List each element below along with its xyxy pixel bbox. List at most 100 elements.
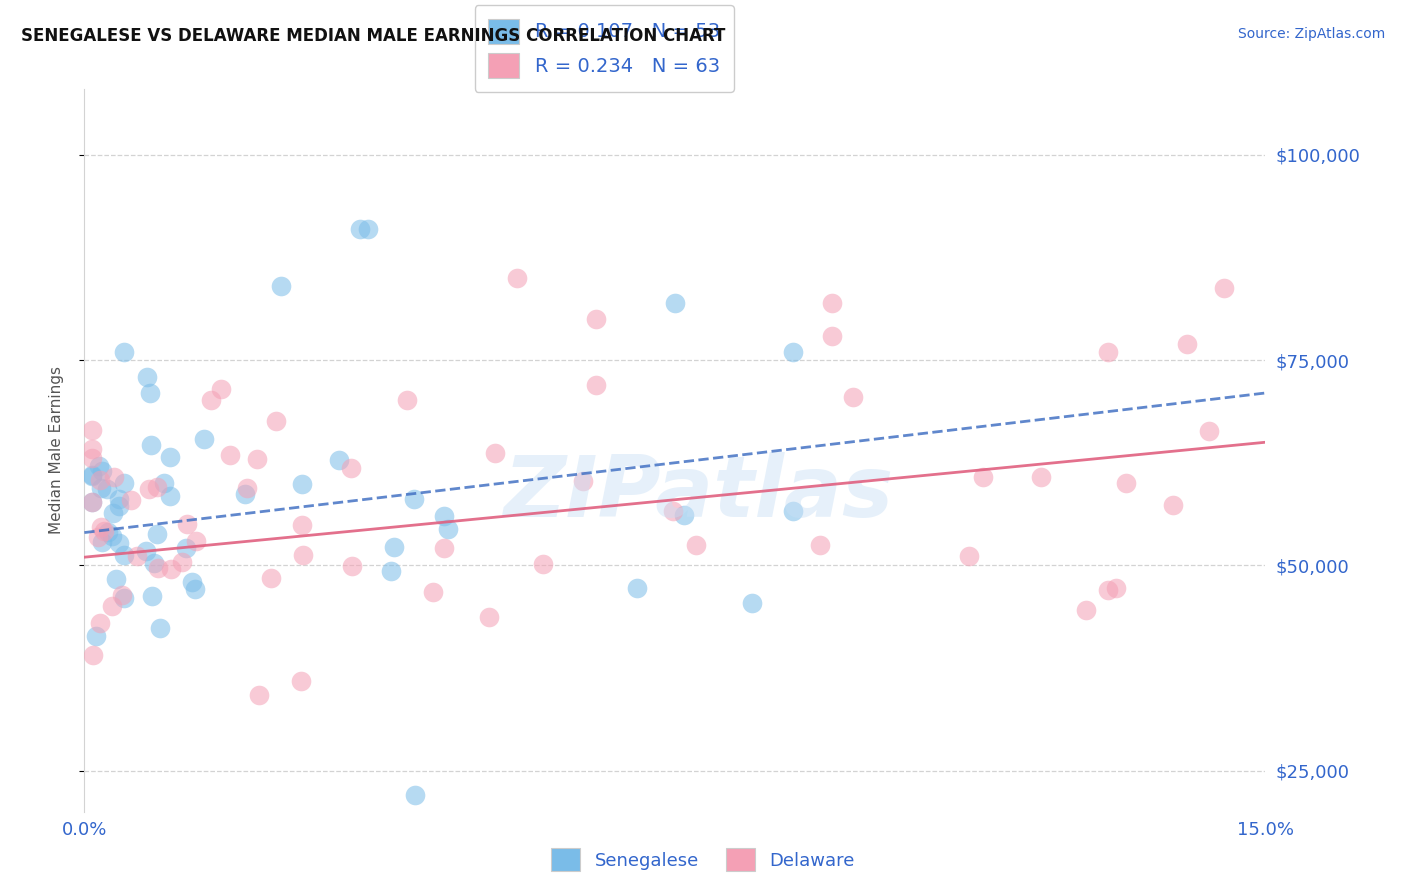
Point [782, 504, 804, 518]
Point [259, 571, 281, 585]
Point [108, 500, 131, 514]
Point [1074, 603, 1097, 617]
Point [236, 481, 259, 495]
Point [1198, 424, 1220, 438]
Point [90, 519, 112, 533]
Point [103, 470, 125, 484]
Point [181, 574, 204, 589]
Point [436, 522, 458, 536]
Point [193, 432, 215, 446]
Point [184, 582, 207, 596]
Text: Source: ZipAtlas.com: Source: ZipAtlas.com [1237, 27, 1385, 41]
Point [82, 423, 104, 437]
Point [433, 541, 456, 555]
Point [159, 450, 181, 464]
Point [135, 543, 157, 558]
Point [672, 508, 695, 523]
Point [340, 461, 363, 475]
Point [112, 591, 135, 606]
Point [247, 688, 270, 702]
Point [291, 477, 314, 491]
Point [111, 588, 134, 602]
Point [82, 468, 104, 483]
Point [1029, 470, 1052, 484]
Point [82, 468, 104, 483]
Point [531, 557, 554, 571]
Point [291, 518, 314, 533]
Point [821, 328, 844, 343]
Point [101, 529, 124, 543]
Point [292, 549, 315, 563]
Point [404, 789, 426, 803]
Point [89, 473, 111, 487]
Point [82, 495, 104, 509]
Point [160, 562, 183, 576]
Point [141, 589, 163, 603]
Point [506, 271, 529, 285]
Point [186, 533, 208, 548]
Point [290, 674, 312, 689]
Point [585, 312, 607, 326]
Point [97, 524, 120, 539]
Point [264, 414, 287, 428]
Point [91, 535, 114, 549]
Text: ZIPatlas: ZIPatlas [503, 452, 894, 535]
Point [484, 445, 506, 459]
Point [1104, 581, 1126, 595]
Point [143, 557, 166, 571]
Point [82, 648, 104, 662]
Point [741, 596, 763, 610]
Point [153, 476, 176, 491]
Point [357, 221, 380, 235]
Point [84, 629, 107, 643]
Point [108, 536, 131, 550]
Point [136, 369, 159, 384]
Text: SENEGALESE VS DELAWARE MEDIAN MALE EARNINGS CORRELATION CHART: SENEGALESE VS DELAWARE MEDIAN MALE EARNI… [21, 27, 725, 45]
Point [1213, 281, 1236, 295]
Point [89, 481, 111, 495]
Point [139, 386, 162, 401]
Point [149, 621, 172, 635]
Point [821, 295, 844, 310]
Point [87, 459, 110, 474]
Point [159, 489, 181, 503]
Point [96, 483, 118, 497]
Point [395, 393, 418, 408]
Point [1161, 498, 1184, 512]
Point [664, 295, 686, 310]
Point [782, 345, 804, 359]
Point [402, 491, 425, 506]
Point [82, 494, 104, 508]
Point [145, 526, 167, 541]
Point [89, 616, 111, 631]
Point [112, 345, 135, 359]
Point [104, 572, 127, 586]
Point [1097, 582, 1119, 597]
Point [138, 483, 160, 497]
Point [82, 450, 104, 465]
Point [145, 480, 167, 494]
Point [82, 442, 104, 456]
Point [382, 540, 405, 554]
Point [842, 390, 865, 404]
Point [120, 493, 142, 508]
Point [572, 474, 595, 488]
Point [200, 393, 222, 408]
Point [626, 581, 648, 595]
Point [176, 516, 198, 531]
Point [87, 530, 110, 544]
Point [139, 437, 162, 451]
Point [101, 599, 124, 613]
Point [233, 487, 256, 501]
Legend: R = 0.107   N = 53, R = 0.234   N = 63: R = 0.107 N = 53, R = 0.234 N = 63 [474, 5, 734, 92]
Point [93, 524, 115, 538]
Point [148, 561, 170, 575]
Point [662, 504, 685, 518]
Point [422, 585, 444, 599]
Point [433, 508, 456, 523]
Point [107, 492, 129, 507]
Point [1097, 345, 1119, 359]
Point [112, 548, 135, 562]
Point [101, 506, 124, 520]
Point [342, 559, 364, 574]
